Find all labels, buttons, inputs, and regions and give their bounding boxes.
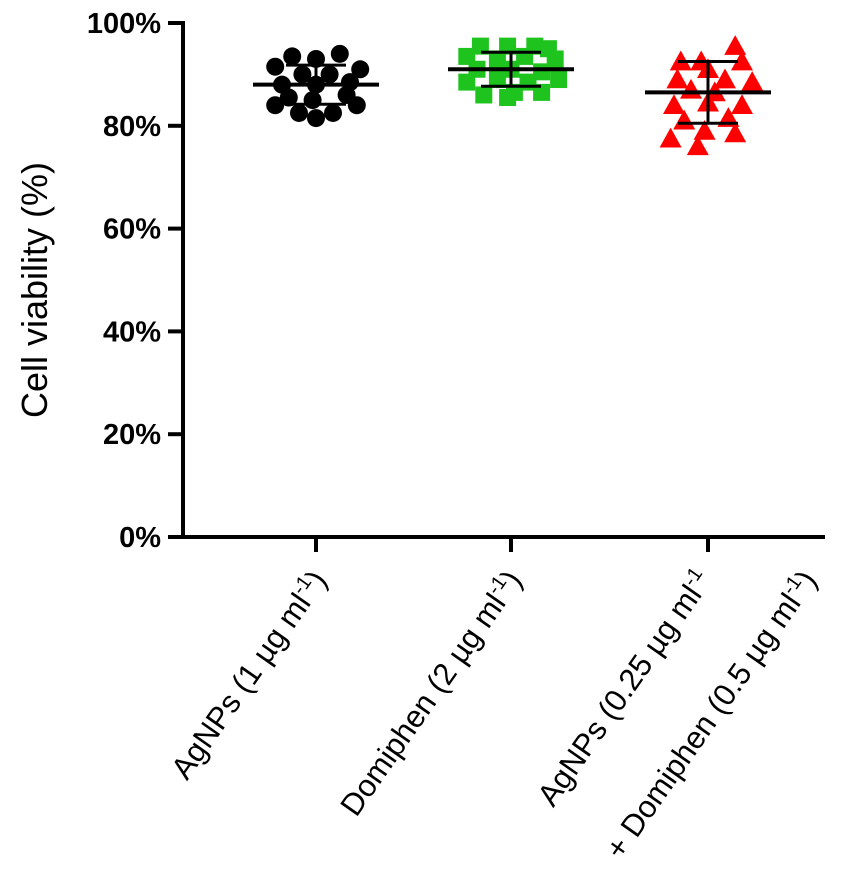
y-tick-label: 0% — [119, 522, 161, 554]
data-point — [324, 103, 342, 122]
y-tick-label: 20% — [103, 419, 161, 451]
y-tick-label: 60% — [103, 214, 161, 246]
data-point — [488, 50, 506, 68]
data-point — [347, 96, 366, 115]
data-point — [303, 91, 322, 110]
data-point — [546, 50, 564, 68]
y-tick-label: 80% — [103, 111, 161, 143]
data-point — [663, 94, 685, 115]
y-tick-label: 40% — [103, 316, 161, 348]
y-tick-labels: 0% 20% 40% 60% 80% 100% — [87, 8, 161, 554]
data-point — [458, 47, 476, 65]
data-point — [307, 49, 325, 68]
data-point — [266, 57, 285, 76]
data-point — [533, 83, 551, 101]
data-point — [330, 44, 349, 63]
data-point — [686, 135, 709, 156]
data-point — [499, 37, 517, 55]
axes — [168, 21, 825, 552]
data-point — [731, 50, 753, 71]
data-point — [266, 96, 285, 115]
data-point — [550, 71, 568, 89]
group-3 — [645, 35, 771, 156]
y-tick-label: 100% — [87, 8, 161, 40]
data-point — [290, 103, 308, 122]
category-label: AgNPs (1 µg ml-1) — [163, 563, 333, 785]
data-point — [488, 71, 506, 89]
data-point — [293, 65, 312, 84]
data-point — [475, 86, 493, 104]
data-point — [659, 127, 682, 148]
group-2 — [448, 37, 574, 107]
data-point — [731, 94, 753, 115]
category-label: Domiphen (2 µg ml-1) — [333, 563, 529, 822]
category-label-line-1: AgNPs (0.25 µg ml-1 — [529, 563, 718, 812]
data-point — [458, 73, 476, 91]
data-point — [724, 35, 747, 55]
data-point — [741, 71, 764, 91]
category-label-line-2: + Domiphen (0.5 µg ml-1) — [597, 563, 823, 865]
data-point — [499, 89, 517, 107]
category-labels: AgNPs (1 µg ml-1)Domiphen (2 µg ml-1)AgN… — [163, 563, 824, 865]
data-point — [320, 65, 339, 84]
y-axis-label: Cell viability (%) — [14, 162, 55, 418]
data-groups — [253, 35, 771, 156]
data-point — [714, 68, 736, 89]
data-point — [724, 122, 747, 143]
data-point — [666, 68, 689, 89]
data-point — [693, 119, 716, 140]
group-1 — [253, 44, 379, 128]
data-point — [307, 109, 325, 128]
data-point — [283, 47, 302, 66]
data-point — [279, 88, 298, 107]
data-point — [471, 37, 489, 55]
data-point — [351, 60, 370, 79]
